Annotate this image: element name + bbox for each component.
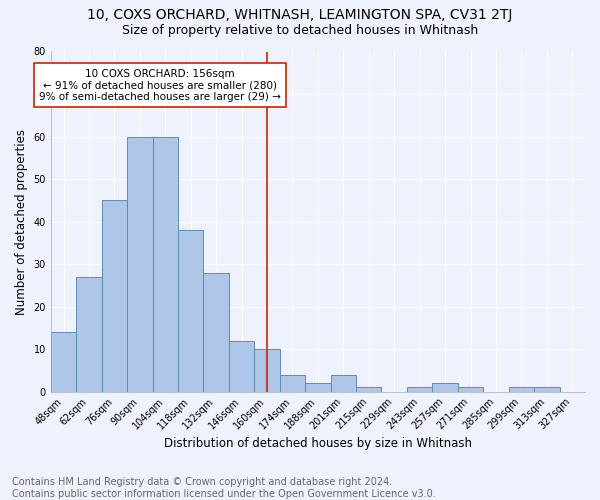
Text: 10 COXS ORCHARD: 156sqm
← 91% of detached houses are smaller (280)
9% of semi-de: 10 COXS ORCHARD: 156sqm ← 91% of detache… bbox=[39, 68, 281, 102]
Bar bbox=[458, 388, 483, 392]
Bar bbox=[51, 332, 76, 392]
Bar bbox=[433, 383, 458, 392]
Bar bbox=[127, 136, 152, 392]
Bar bbox=[305, 383, 331, 392]
Bar bbox=[254, 349, 280, 392]
Text: Contains HM Land Registry data © Crown copyright and database right 2024.
Contai: Contains HM Land Registry data © Crown c… bbox=[12, 478, 436, 499]
Bar bbox=[331, 374, 356, 392]
Bar bbox=[101, 200, 127, 392]
Bar bbox=[152, 136, 178, 392]
X-axis label: Distribution of detached houses by size in Whitnash: Distribution of detached houses by size … bbox=[164, 437, 472, 450]
Bar bbox=[280, 374, 305, 392]
Bar bbox=[76, 277, 101, 392]
Bar bbox=[509, 388, 534, 392]
Y-axis label: Number of detached properties: Number of detached properties bbox=[15, 128, 28, 314]
Text: Size of property relative to detached houses in Whitnash: Size of property relative to detached ho… bbox=[122, 24, 478, 37]
Bar bbox=[534, 388, 560, 392]
Bar bbox=[229, 340, 254, 392]
Bar bbox=[178, 230, 203, 392]
Bar bbox=[203, 272, 229, 392]
Bar bbox=[356, 388, 382, 392]
Bar bbox=[407, 388, 433, 392]
Text: 10, COXS ORCHARD, WHITNASH, LEAMINGTON SPA, CV31 2TJ: 10, COXS ORCHARD, WHITNASH, LEAMINGTON S… bbox=[88, 8, 512, 22]
